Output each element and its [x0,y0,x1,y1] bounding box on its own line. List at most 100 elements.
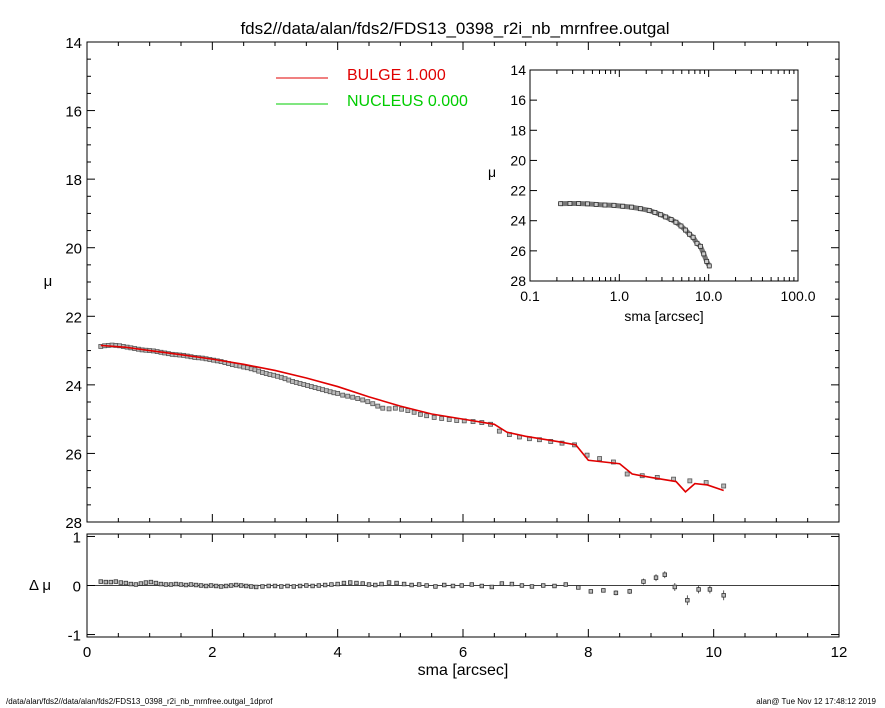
chart-title: fds2//data/alan/fds2/FDS13_0398_r2i_nb_m… [240,19,669,38]
inset-ytick-label: 26 [510,243,526,259]
resid-data-point [272,583,278,589]
resid-data-point [347,580,353,585]
inset-data-point [701,251,707,257]
inset-plot: 0.1 1.0 10.0 100.0 14 16 18 20 22 24 26 28 μ sma [a… [488,62,816,324]
main-ytick-label: 24 [65,378,82,395]
main-data-point [721,483,727,489]
resid-data-point [188,582,194,587]
resid-data-point [243,583,249,589]
resid-xtick-label: 12 [831,644,848,661]
resid-data-point [248,584,254,589]
inset-data-point [620,203,626,209]
resid-data-point [203,583,209,589]
resid-data-point [153,580,159,586]
resid-data-point [509,581,515,587]
resid-data-point [588,589,594,594]
resid-data-point [310,583,315,589]
resid-data-point [148,579,154,585]
resid-data-point [441,582,447,588]
inset-data-point [706,263,712,269]
resid-data-point [304,583,309,588]
resid-data-point [479,583,484,589]
resid-data-point [193,582,199,588]
main-ytick-label: 16 [65,104,82,121]
resid-data-point [653,575,659,580]
resid-xtick-label: 10 [705,644,722,661]
main-data-point [370,401,376,407]
resid-data-point [424,583,429,588]
inset-ytick-label: 24 [510,213,526,229]
resid-data-point [113,579,119,584]
inset-data-point [585,201,590,207]
resid-data-point [373,582,378,588]
resid-data-point [519,583,525,588]
resid-data-point [696,587,701,592]
resid-data-point [641,579,646,584]
resid-data-point [354,580,359,586]
resid-data-point [450,583,456,589]
inset-data-point [602,202,608,208]
inset-data-point [698,243,703,249]
legend: BULGE 1.000 NUCLEUS 0.000 [276,67,468,110]
resid-data-point [218,584,224,589]
residual-plot: 0 2 4 6 8 10 12-101 Δ μ sma [arcsec] [29,529,847,679]
main-plot: 14 16 18 20 22 24 26 28 μ [44,35,840,532]
main-data-point [431,415,437,420]
inset-data-point [611,202,617,208]
inset-ytick-label: 28 [510,273,526,289]
resid-data-point [499,581,505,586]
resid-data-point [685,598,690,603]
main-data-point [380,405,386,411]
resid-data-point [223,583,229,589]
main-data-point [335,391,341,396]
resid-data-point [178,582,184,587]
main-data-point [611,459,616,465]
resid-data-point [379,581,384,587]
main-data-point [375,403,381,409]
inset-data-point [678,223,684,229]
resid-data-point [529,584,535,589]
main-data-point [340,392,346,398]
resid-data-point [576,585,581,590]
inset-data-point [658,212,664,218]
inset-data-point [558,201,563,207]
resid-data-point [541,583,546,588]
inset-data-point [683,227,688,233]
main-ytick-label: 20 [65,241,82,258]
resid-data-point [138,581,144,586]
inset-ytick-label: 20 [510,152,526,168]
main-ylabel: μ [44,273,53,290]
inset-data-point [629,204,634,210]
resid-data-point [123,580,129,586]
inset-data-point [593,202,599,207]
main-data-point [687,478,693,484]
main-data-point [597,456,603,461]
main-data-point [496,428,502,434]
resid-data-point [552,583,557,589]
resid-data-point [469,582,474,587]
inset-ytick-label: 14 [510,62,526,78]
resid-data-point [285,583,290,589]
resid-data-point [108,579,114,585]
resid-data-point [360,581,365,586]
resid-data-point [335,581,340,587]
main-data-point [345,393,351,399]
inset-ytick-label: 16 [510,92,526,108]
main-data-point [537,437,542,443]
main-data-point [439,416,445,421]
main-ytick-label: 28 [65,515,82,532]
resid-xtick-label: 6 [459,644,467,661]
footer-user-date: alan@ Tue Nov 12 17:48:12 2019 [756,697,876,706]
inset-data-point [567,201,573,206]
resid-data-point [163,582,169,587]
main-ytick-label: 26 [65,446,82,463]
resid-ytick-label: 0 [73,579,81,596]
resid-data-point [322,582,328,588]
resid-data-point [233,582,239,588]
resid-data-point [118,580,124,585]
resid-data-point [291,584,296,589]
main-data-point [350,394,356,400]
main-data-point [446,417,452,422]
main-data-point [624,471,630,477]
main-data-point [417,411,423,417]
